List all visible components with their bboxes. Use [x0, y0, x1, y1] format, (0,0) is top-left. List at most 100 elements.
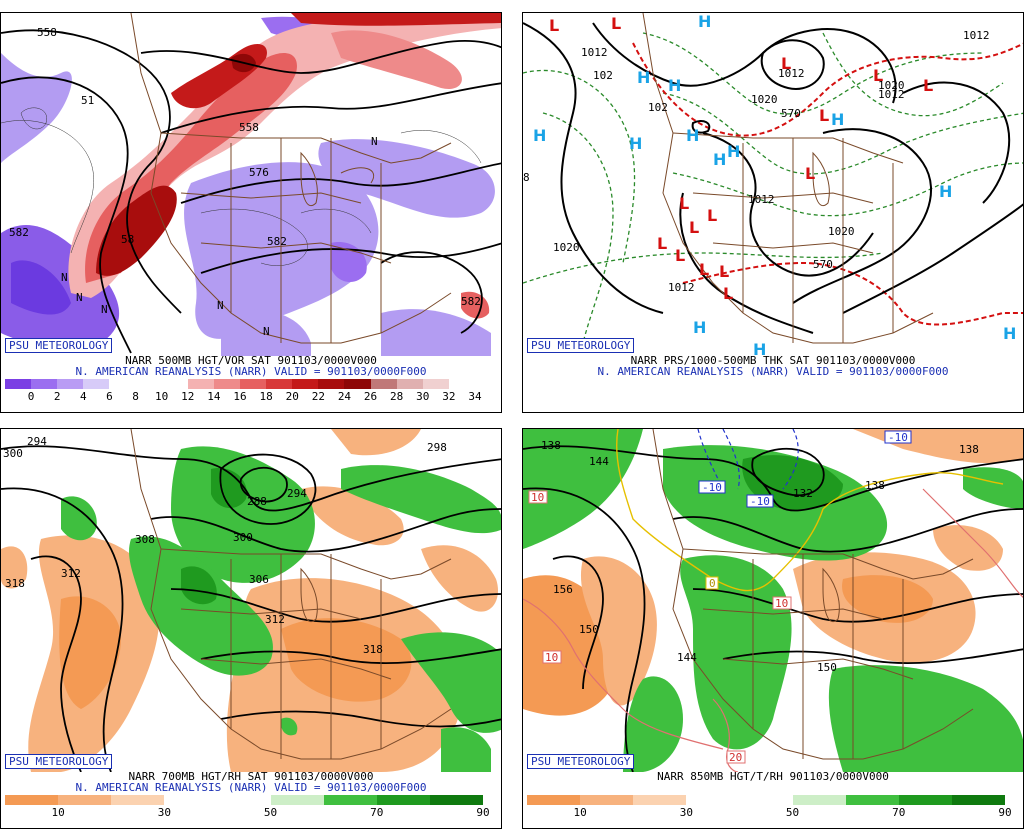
map-700mb-svg: 294 300 298 288 294 300 306 312 318 308 …	[1, 429, 501, 772]
isobar-label: 1012	[581, 46, 608, 59]
colorbar-tick-label: 22	[311, 390, 325, 403]
temperature-label: 20	[729, 751, 742, 764]
colorbar-swatch	[396, 379, 423, 389]
colorbar-tick-label: 10	[155, 390, 169, 403]
colorbar-tick-label: 10	[51, 806, 65, 819]
colorbar-swatch	[686, 795, 740, 805]
colorbar-swatch	[57, 379, 84, 389]
colorbar-tick-label: 30	[157, 806, 171, 819]
colorbar-swatch	[633, 795, 687, 805]
low-pressure-marker: L	[611, 14, 621, 33]
isobar-label: 102	[648, 101, 668, 114]
contour-label: 138	[865, 479, 885, 492]
contour-label: N	[61, 271, 68, 284]
colorbar-swatch	[951, 795, 1005, 805]
high-pressure-marker: H	[753, 340, 766, 356]
panel-caption-valid: N. AMERICAN REANALYSIS (NARR) VALID = 90…	[597, 365, 949, 378]
colorbar-swatch	[5, 795, 59, 805]
colorbar-tick-label: 14	[207, 390, 221, 403]
isobar-label: 1012	[963, 29, 990, 42]
panel-caption-valid: N. AMERICAN REANALYSIS (NARR) VALID = 90…	[75, 365, 427, 378]
map-500mb-svg: 558 582 51 558 576 582 582 58 N N N N N …	[1, 13, 501, 356]
colorbar-tick-label: 8	[132, 390, 139, 403]
colorbar-swatch	[266, 379, 293, 389]
high-pressure-marker: H	[533, 126, 546, 145]
isobar-label: 1012	[878, 88, 905, 101]
high-pressure-marker: H	[1003, 324, 1016, 343]
colorbar-swatch	[135, 379, 162, 389]
contour-label: 58	[121, 233, 134, 246]
contour-label: 156	[553, 583, 573, 596]
temperature-label: -10	[888, 431, 908, 444]
low-pressure-marker: L	[805, 164, 815, 183]
colorbar-swatch	[580, 795, 634, 805]
isobar-label: 1020	[828, 225, 855, 238]
contour-label: N	[217, 299, 224, 312]
panel-850mb-temp-rh: 138 144 156 150 144 150 138 138 132 -10 …	[522, 428, 1024, 829]
low-pressure-marker: L	[549, 16, 559, 35]
colorbar-tick-label: 24	[337, 390, 352, 403]
contour-label: 288	[247, 495, 267, 508]
high-pressure-marker: H	[686, 126, 699, 145]
colorbar-swatch	[161, 379, 188, 389]
colorbar	[5, 379, 475, 389]
low-pressure-marker: L	[707, 206, 717, 225]
contour-label: 582	[461, 295, 481, 308]
contour-label: 312	[61, 567, 81, 580]
panel-caption-valid: N. AMERICAN REANALYSIS (NARR) VALID = 90…	[75, 781, 427, 794]
colorbar-ticks: 10 30 50 70 90	[5, 806, 489, 819]
isobar-label: 1012	[748, 193, 775, 206]
temperature-label: 10	[775, 597, 788, 610]
isobar-label: 1020	[553, 241, 580, 254]
colorbar-tick-label: 34	[468, 390, 482, 403]
colorbar-tick-label: 4	[80, 390, 87, 403]
colorbar-swatch	[83, 379, 110, 389]
contour-label: 558	[37, 26, 57, 39]
map-850mb: 138 144 156 150 144 150 138 138 132 -10 …	[523, 429, 1023, 772]
colorbar-tick-label: 2	[53, 390, 61, 403]
colorbar-tick-label: 28	[390, 390, 404, 403]
colorbar-tick-label: 10	[573, 806, 587, 819]
colorbar-swatch	[5, 379, 32, 389]
colorbar-tick-label: 90	[998, 806, 1012, 819]
panel-caption-title: NARR PRS/1000-500MB THK SAT 901103/0000V…	[630, 354, 916, 367]
colorbar-tick-label: 30	[679, 806, 693, 819]
high-pressure-marker: H	[831, 110, 844, 129]
high-pressure-marker: H	[939, 182, 952, 201]
contour-label: 294	[27, 435, 47, 448]
isobar-label: 8	[523, 171, 530, 184]
low-pressure-marker: L	[781, 54, 791, 73]
contour-label: 558	[239, 121, 259, 134]
psu-meteorology-tag: PSU METEOROLOGY	[5, 754, 113, 769]
map-500mb: 558 582 51 558 576 582 582 58 N N N N N …	[1, 13, 501, 356]
contour-label: 294	[287, 487, 307, 500]
contour-label: 582	[267, 235, 287, 248]
contour-label: N	[371, 135, 378, 148]
high-pressure-marker: H	[713, 150, 726, 169]
map-surface-svg: 1012 102 1012 102 1020 570 1012 1020 102…	[523, 13, 1023, 356]
colorbar-tick-label: 16	[233, 390, 247, 403]
colorbar-ticks: 0 2 4 6 8 10 12 14 16 18 20 22 24 26 28 30 32 34	[5, 390, 482, 403]
contour-label: 318	[5, 577, 25, 590]
high-pressure-marker: H	[637, 68, 650, 87]
colorbar-swatch	[270, 795, 324, 805]
high-pressure-marker: H	[727, 142, 740, 161]
colorbar-swatch	[739, 795, 793, 805]
map-700mb: 294 300 298 288 294 300 306 312 318 308 …	[1, 429, 501, 772]
psu-meteorology-tag: PSU METEOROLOGY	[527, 338, 635, 353]
contour-label: 144	[589, 455, 609, 468]
contour-label: 132	[793, 487, 813, 500]
colorbar-swatch	[318, 379, 345, 389]
contour-label: N	[101, 303, 108, 316]
contour-label: 300	[3, 447, 23, 460]
colorbar-swatch	[164, 795, 218, 805]
psu-meteorology-tag: PSU METEOROLOGY	[527, 754, 635, 769]
colorbar-swatch	[187, 379, 214, 389]
contour-label: 306	[249, 573, 269, 586]
panel-caption-title: NARR 700MB HGT/RH SAT 901103/0000V000	[128, 770, 374, 783]
colorbar-swatch	[217, 795, 271, 805]
contour-label: 308	[135, 533, 155, 546]
isobar-label: 570	[781, 107, 801, 120]
colorbar-tick-label: 70	[370, 806, 384, 819]
temperature-label: 0	[709, 577, 716, 590]
